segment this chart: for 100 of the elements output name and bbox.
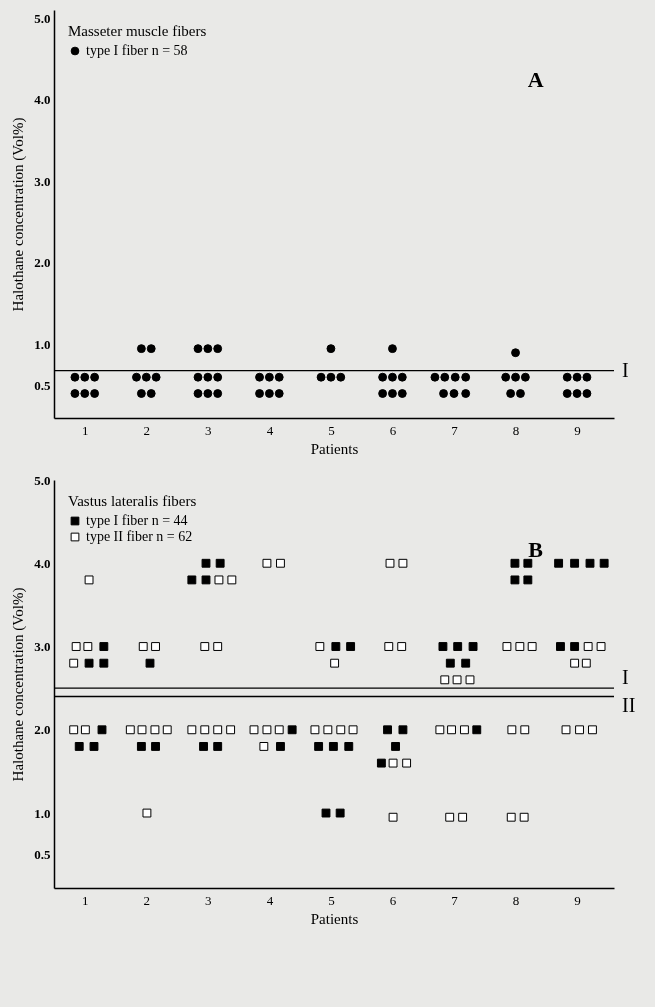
point (383, 725, 392, 735)
x-tick-label: 5 (328, 422, 335, 438)
point (516, 389, 525, 398)
point (520, 372, 530, 382)
point (450, 372, 460, 382)
point (136, 344, 146, 354)
point (136, 742, 146, 751)
point (562, 389, 572, 398)
point (388, 344, 397, 354)
x-tick-label: 6 (389, 892, 397, 908)
point (585, 558, 595, 568)
point (554, 558, 564, 568)
x-tick-label: 1 (82, 892, 89, 908)
point (193, 372, 203, 382)
y-tick-label: 2.0 (34, 722, 51, 738)
point (203, 344, 213, 354)
x-tick-label: 8 (512, 892, 520, 908)
y-tick-label: 0.5 (34, 847, 51, 863)
point (378, 389, 388, 398)
point (145, 658, 155, 668)
x-tick-label: 7 (451, 892, 459, 908)
point (264, 389, 274, 398)
point (274, 372, 284, 382)
point (213, 372, 223, 382)
legend-label: type I fiber n = 58 (86, 43, 188, 58)
point (438, 642, 448, 651)
point (378, 372, 388, 382)
point (570, 558, 580, 568)
ref-line-label: I (622, 358, 629, 381)
point (397, 389, 407, 398)
x-tick-label: 3 (205, 422, 212, 438)
point (201, 575, 211, 585)
point (287, 725, 297, 735)
point (141, 372, 151, 382)
y-tick-label: 4.0 (34, 92, 51, 108)
x-tick-label: 1 (82, 422, 89, 438)
point (136, 389, 146, 398)
point (461, 372, 471, 382)
point (70, 372, 80, 382)
point (74, 742, 84, 751)
point (193, 344, 203, 354)
annotation: B (528, 537, 544, 562)
point (276, 742, 285, 751)
ref-line-label: II (622, 694, 636, 717)
x-tick-label: 2 (143, 892, 151, 908)
point (89, 742, 99, 751)
point (472, 725, 482, 735)
point (570, 642, 580, 651)
point (523, 558, 533, 568)
point (572, 372, 582, 382)
point (326, 372, 336, 382)
point (511, 348, 520, 358)
point (90, 372, 100, 382)
point (326, 344, 336, 354)
point (84, 658, 94, 668)
x-axis-title: Patients (310, 440, 359, 457)
point (501, 372, 511, 382)
legend-title: Masseter muscle fibers (68, 23, 207, 39)
point (388, 372, 397, 382)
annotation: A (527, 67, 544, 92)
point (328, 742, 338, 751)
point (336, 372, 346, 382)
x-tick-label: 7 (451, 422, 459, 438)
y-tick-label: 3.0 (34, 639, 51, 655)
point (331, 642, 341, 651)
ref-line-label: I (622, 666, 629, 689)
point (201, 558, 211, 568)
point (187, 575, 197, 585)
point (440, 372, 450, 382)
x-tick-label: 4 (266, 422, 274, 438)
point (316, 372, 326, 382)
point (97, 725, 107, 735)
point (344, 742, 354, 751)
point (511, 372, 520, 382)
point (80, 389, 90, 398)
point (335, 808, 345, 818)
point (582, 372, 592, 382)
point (523, 575, 533, 585)
y-axis-title: Halothane concentration (Vol%) (10, 117, 28, 312)
point (582, 389, 592, 398)
point (215, 558, 225, 568)
point (264, 372, 274, 382)
y-tick-label: 0.5 (34, 377, 51, 393)
point (151, 742, 160, 751)
point (70, 389, 80, 398)
point (213, 344, 223, 354)
point (255, 389, 264, 398)
point (468, 642, 478, 651)
point (146, 389, 156, 398)
point (213, 742, 223, 751)
x-axis-title: Patients (310, 910, 359, 927)
x-tick-label: 9 (574, 892, 581, 908)
y-tick-label: 2.0 (34, 255, 51, 271)
y-tick-label: 5.0 (34, 472, 51, 488)
point (203, 389, 213, 398)
point (146, 344, 156, 354)
x-tick-label: 5 (328, 892, 335, 908)
y-tick-label: 5.0 (34, 10, 51, 26)
point (193, 389, 203, 398)
point (90, 389, 100, 398)
